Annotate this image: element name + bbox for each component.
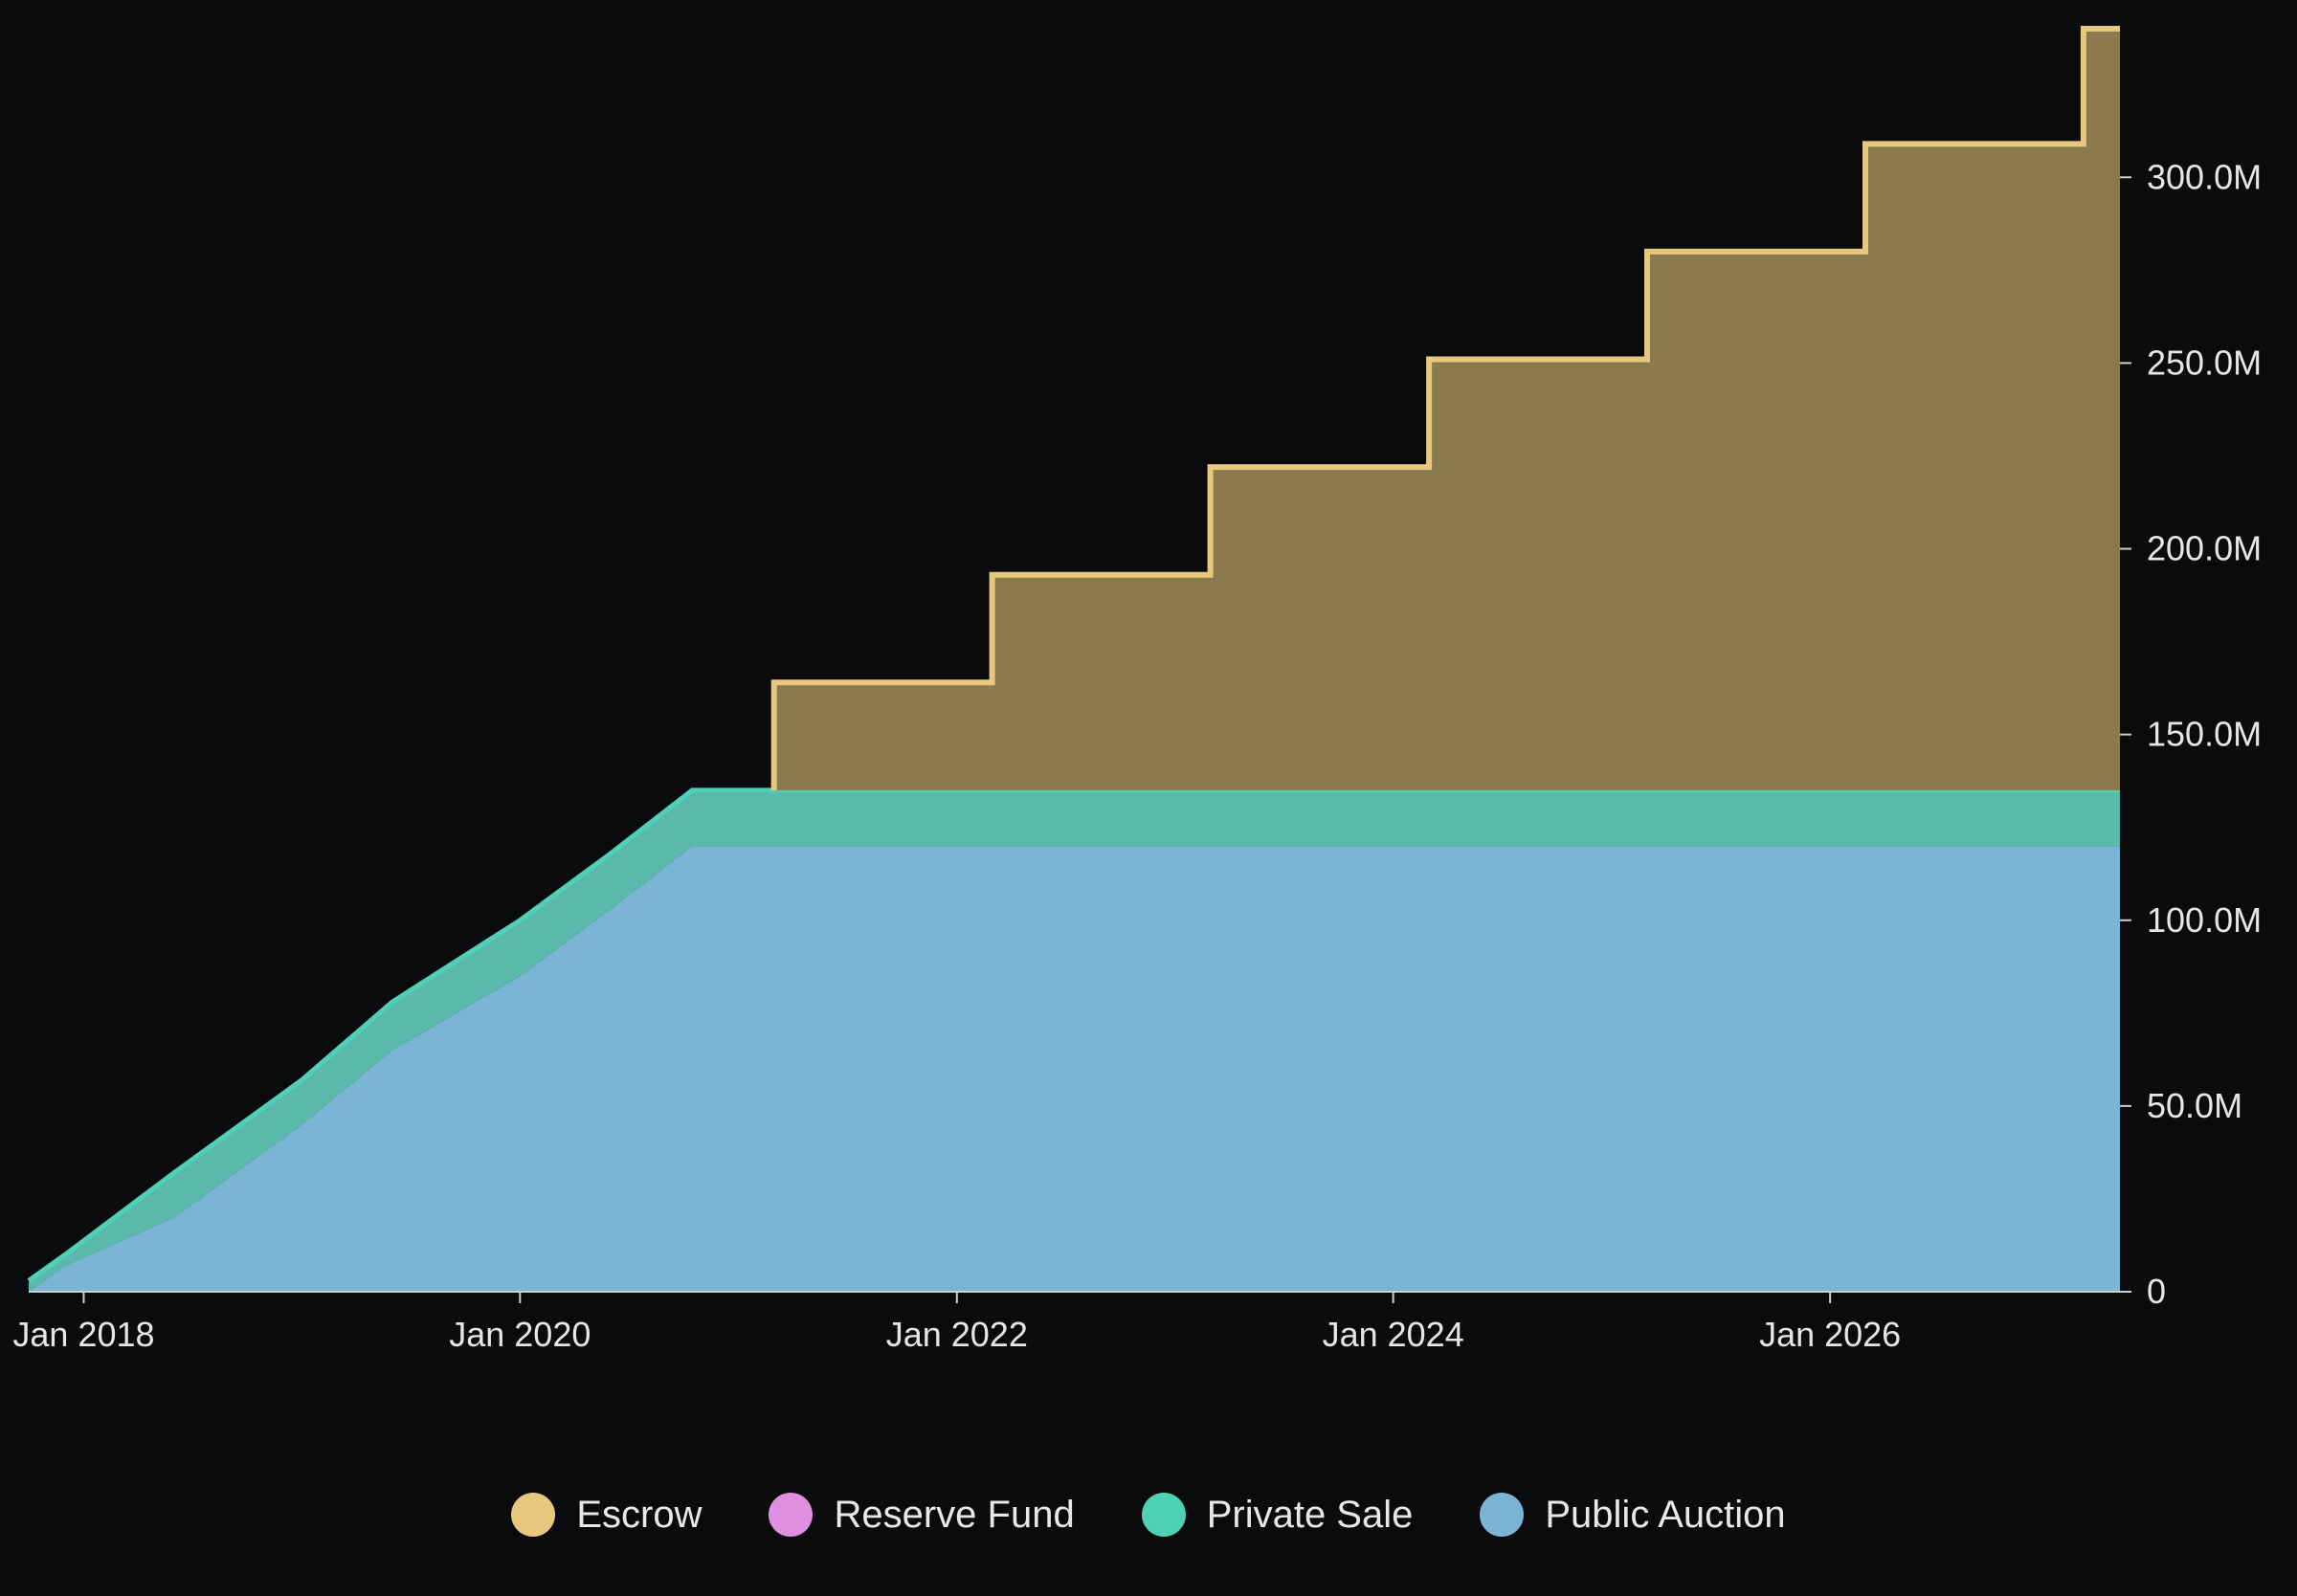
y-tick-label-300-0m: 300.0M: [2147, 157, 2262, 196]
legend-dot-reserve-fund: [769, 1493, 814, 1537]
area-public-auction: [29, 846, 2120, 1292]
plot-areas: [27, 26, 2120, 1292]
y-axis: 0 50.0M 100.0M 150.0M 200.0M 250.0M 300.0M: [2120, 157, 2262, 1311]
legend-label-escrow: Escrow: [576, 1493, 702, 1536]
legend-dot-escrow: [511, 1493, 556, 1537]
legend-dot-private-sale: [1141, 1493, 1186, 1537]
legend-label-private-sale: Private Sale: [1206, 1493, 1414, 1536]
line-escrow: [770, 26, 2120, 790]
x-tick-label-jan-2022: Jan 2022: [886, 1315, 1028, 1354]
y-tick-label-50-0m: 50.0M: [2147, 1086, 2242, 1125]
legend-item-reserve-fund[interactable]: Reserve Fund: [769, 1493, 1075, 1537]
legend-dot-public-auction: [1480, 1493, 1525, 1537]
legend-item-public-auction[interactable]: Public Auction: [1480, 1493, 1786, 1537]
legend-label-public-auction: Public Auction: [1545, 1493, 1786, 1536]
chart-legend: Escrow Reserve Fund Private Sale Public …: [0, 1493, 2297, 1537]
y-tick-label-100-0m: 100.0M: [2147, 900, 2262, 940]
x-tick-label-jan-2020: Jan 2020: [449, 1315, 591, 1354]
legend-label-reserve-fund: Reserve Fund: [834, 1493, 1075, 1536]
area-escrow: [29, 29, 2120, 1281]
y-tick-label-150-0m: 150.0M: [2147, 715, 2262, 754]
legend-item-private-sale[interactable]: Private Sale: [1141, 1493, 1414, 1537]
x-axis: Jan 2018 Jan 2020 Jan 2022 Jan 2024 Jan 2026: [12, 1291, 2120, 1354]
x-tick-label-jan-2026: Jan 2026: [1759, 1315, 1901, 1354]
y-tick-label-0: 0: [2147, 1272, 2166, 1311]
area-private-sale: [29, 789, 2120, 1292]
x-tick-label-jan-2024: Jan 2024: [1323, 1315, 1464, 1354]
y-tick-label-250-0m: 250.0M: [2147, 343, 2262, 382]
y-tick-label-200-0m: 200.0M: [2147, 529, 2262, 568]
x-tick-label-jan-2018: Jan 2018: [12, 1315, 154, 1354]
legend-item-escrow[interactable]: Escrow: [511, 1493, 702, 1537]
